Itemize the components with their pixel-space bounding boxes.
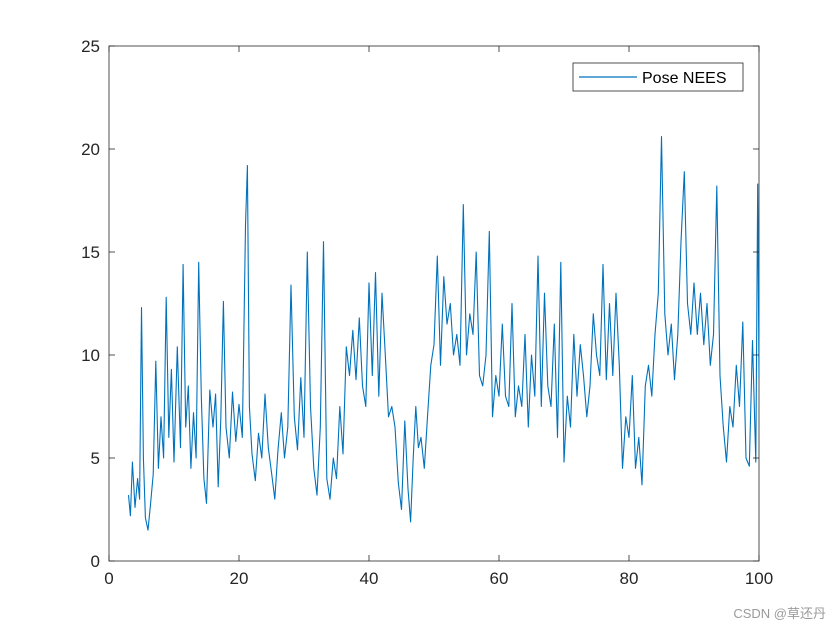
x-tick-label: 100 [745,569,773,588]
x-tick-label: 80 [620,569,639,588]
series-line-0 [127,136,760,531]
x-tick-label: 0 [104,569,113,588]
plot-area [108,45,760,562]
x-tick-label: 60 [490,569,509,588]
watermark: CSDN @草还丹 [733,606,826,621]
x-tick-label: 40 [360,569,379,588]
y-tick-label: 5 [91,449,100,468]
y-tick-label: 15 [81,243,100,262]
series-layer [127,136,760,531]
y-tick-label: 20 [81,140,100,159]
y-tick-label: 10 [81,346,100,365]
legend: Pose NEES [572,62,744,92]
legend-box [572,62,744,92]
axis-layer: 0 20 40 60 80 100 0 5 10 15 20 25 [81,37,773,588]
x-tick-label: 20 [230,569,249,588]
legend-label: Pose NEES [642,70,726,87]
y-tick-label: 0 [91,552,100,571]
y-tick-label: 25 [81,37,100,56]
